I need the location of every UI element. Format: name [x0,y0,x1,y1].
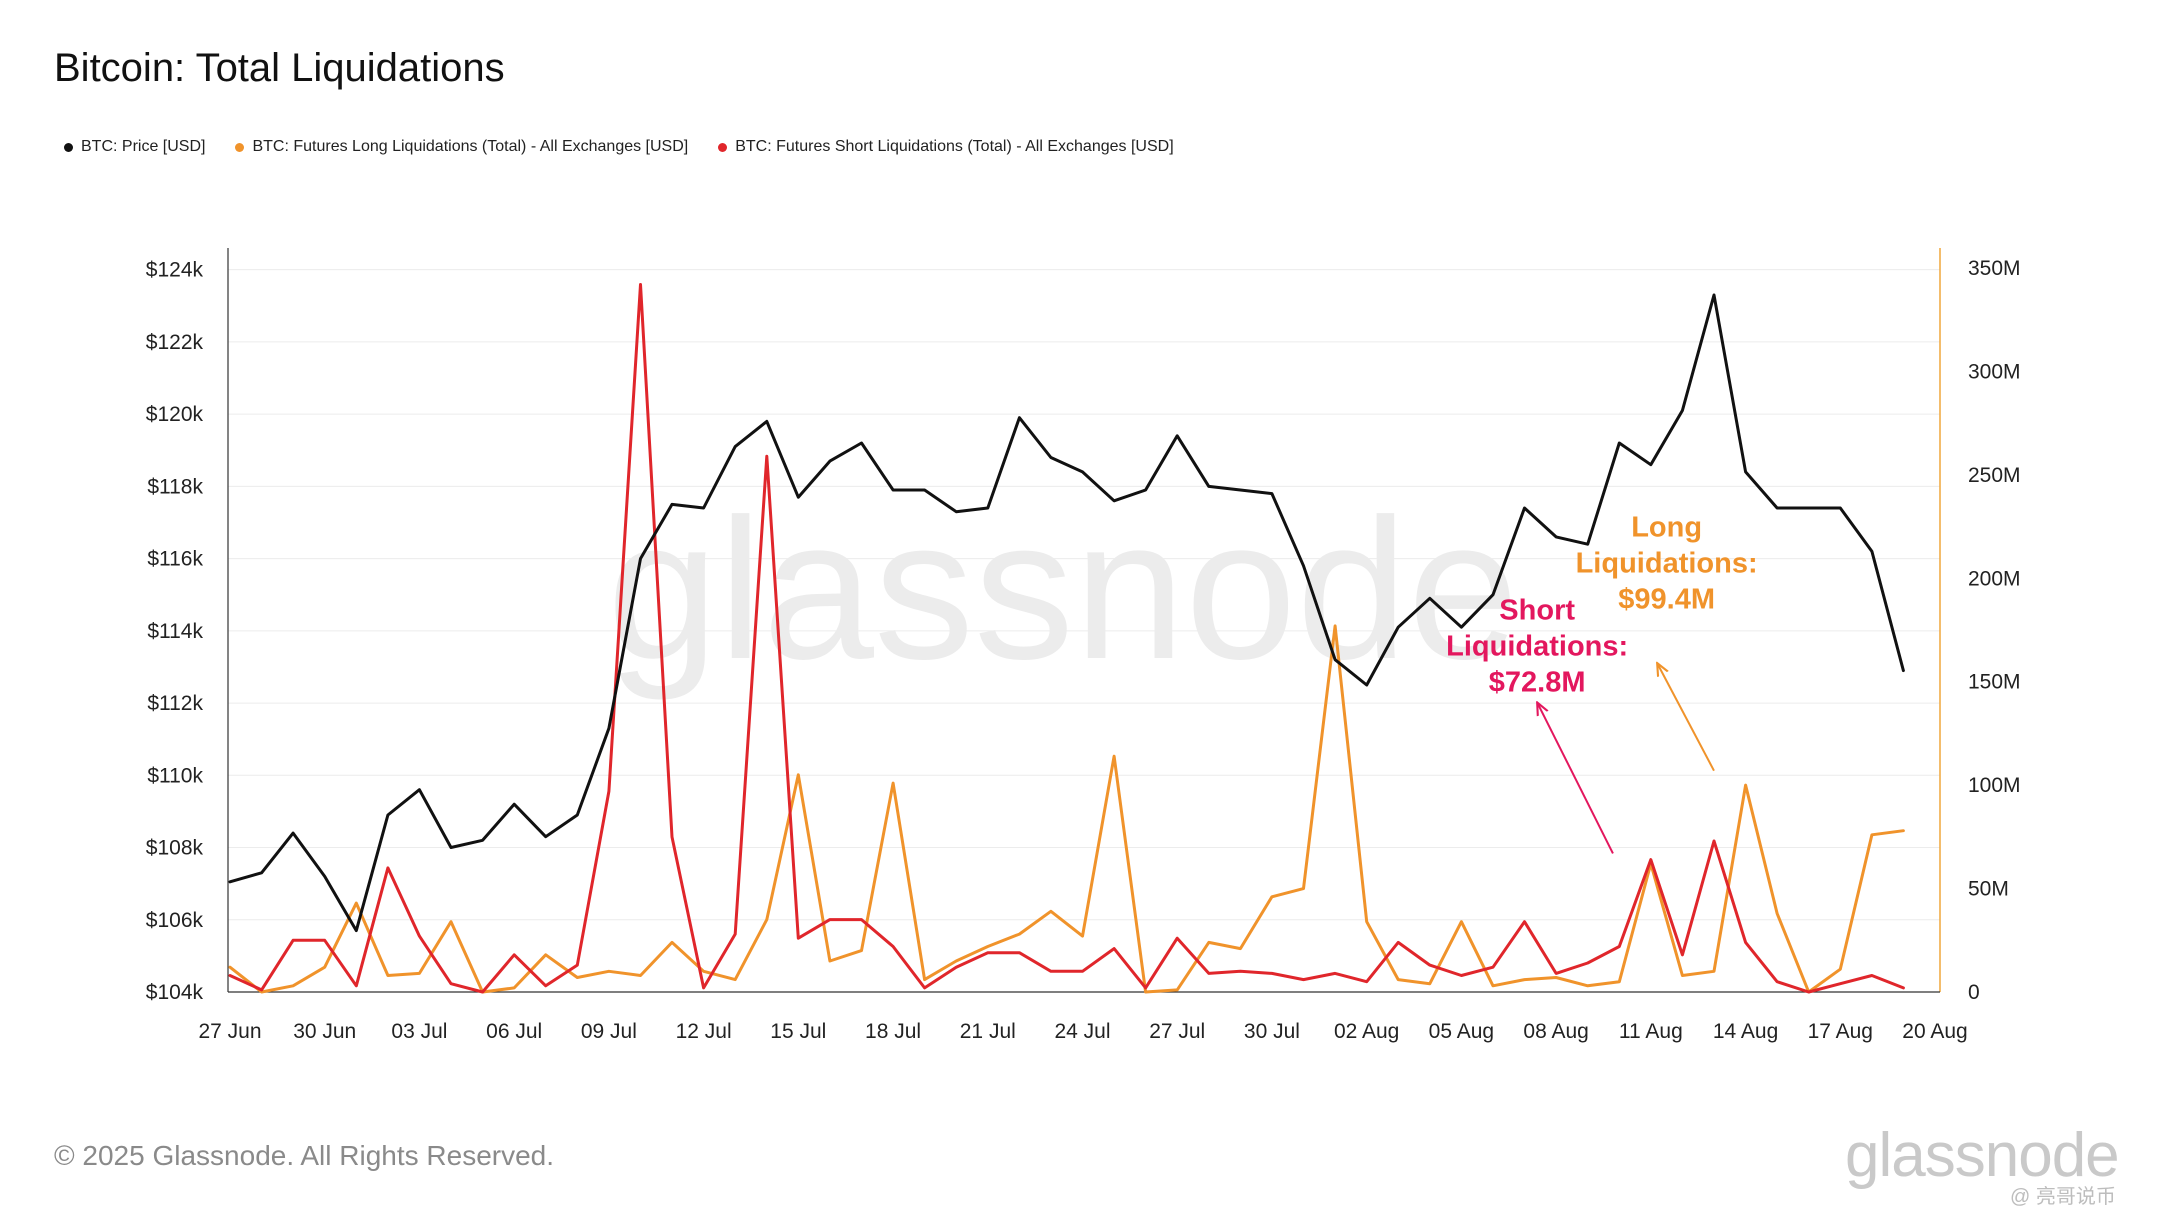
y-left-tick-label: $120k [146,403,204,426]
x-tick-label: 27 Jul [1149,1020,1205,1043]
credit-watermark: @ 亮哥说币 [2010,1186,2116,1208]
y-left-tick-label: $112k [147,692,203,715]
y-left-tick-label: $116k [147,548,203,571]
series-lines [228,283,1905,994]
y-left-tick-label: $110k [147,764,203,787]
y-right-tick-label: 250M [1968,464,2021,487]
x-tick-label: 11 Aug [1619,1020,1683,1043]
x-tick-label: 15 Jul [770,1020,826,1043]
legend-item-price[interactable]: BTC: Price [USD] [64,138,205,156]
legend-dot-long [235,142,245,152]
short-liquidations-line [228,283,1905,994]
x-tick-label: 06 Jul [486,1020,542,1043]
y-left-tick-label: $104k [146,981,204,1004]
legend-item-long-liquidations[interactable]: BTC: Futures Long Liquidations (Total) -… [235,138,688,156]
tick-labels: $104k $106k $108k $110k $112k $114k $116k $118k… [146,257,2021,1043]
y-left-tick-label: $124k [146,259,204,282]
x-tick-label: 30 Jul [1244,1020,1300,1043]
annotation-text-line: $99.4M [1618,584,1715,616]
legend: BTC: Price [USD] BTC: Futures Long Liqui… [64,138,1174,156]
y-left-tick-label: $118k [147,475,203,498]
chart-title: Bitcoin: Total Liquidations [54,46,505,90]
legend-label-short: BTC: Futures Short Liquidations (Total) … [735,138,1174,155]
x-tick-label: 09 Jul [581,1020,637,1043]
annotation-1: Long Liquidations: $99.4M [1576,512,1758,772]
annotation-text-line: Liquidations: [1576,548,1758,580]
y-right-tick-label: 50M [1968,878,2009,901]
annotation-0: Short Liquidations: $72.8M [1446,594,1628,854]
legend-label-long: BTC: Futures Long Liquidations (Total) -… [252,138,689,155]
x-tick-label: 27 Jun [198,1020,261,1043]
x-tick-label: 20 Aug [1902,1020,1967,1043]
annotation-text-line: Long [1631,512,1702,544]
y-left-tick-label: $122k [146,331,204,354]
annotation-text-line: $72.8M [1489,666,1586,698]
glassnode-logo: glassnode [1845,1121,2120,1190]
y-right-tick-label: 100M [1968,774,2021,797]
x-tick-label: 05 Aug [1429,1020,1494,1043]
x-tick-label: 14 Aug [1713,1020,1778,1043]
grid-lines [228,269,1940,993]
annotations: ShortLiquidations:$72.8MLongLiquidations… [1446,512,1758,854]
annotation-arrow [1657,663,1715,772]
copyright-footer: © 2025 Glassnode. All Rights Reserved. [54,1140,555,1171]
x-tick-label: 24 Jul [1054,1020,1110,1043]
y-right-tick-label: 150M [1968,671,2021,694]
legend-dot-price [64,142,73,152]
legend-item-short-liquidations[interactable]: BTC: Futures Short Liquidations (Total) … [718,138,1174,156]
x-tick-label: 21 Jul [960,1020,1016,1043]
y-right-tick-label: 0 [1968,981,1980,1004]
legend-dot-short [718,142,728,152]
x-tick-label: 08 Aug [1523,1020,1588,1043]
y-left-tick-label: $106k [146,909,204,932]
watermark: glassnode [607,478,1519,701]
annotation-arrow [1537,702,1614,854]
x-tick-label: 18 Jul [865,1020,921,1043]
axes [227,248,1941,993]
y-left-tick-label: $114k [147,620,203,643]
y-right-tick-label: 200M [1968,567,2021,590]
x-tick-label: 12 Jul [676,1020,732,1043]
x-tick-label: 17 Aug [1808,1020,1873,1043]
x-tick-label: 03 Jul [391,1020,447,1043]
legend-label-price: BTC: Price [USD] [81,138,206,155]
price-line [228,293,1905,933]
y-left-tick-label: $108k [146,837,204,860]
annotation-text-line: Short [1499,594,1575,626]
x-tick-label: 30 Jun [293,1020,356,1043]
x-tick-label: 02 Aug [1334,1020,1399,1043]
annotation-text-line: Liquidations: [1446,630,1628,662]
y-right-tick-label: 350M [1968,257,2021,280]
long-liquidations-line [228,624,1905,994]
y-right-tick-label: 300M [1968,360,2021,383]
